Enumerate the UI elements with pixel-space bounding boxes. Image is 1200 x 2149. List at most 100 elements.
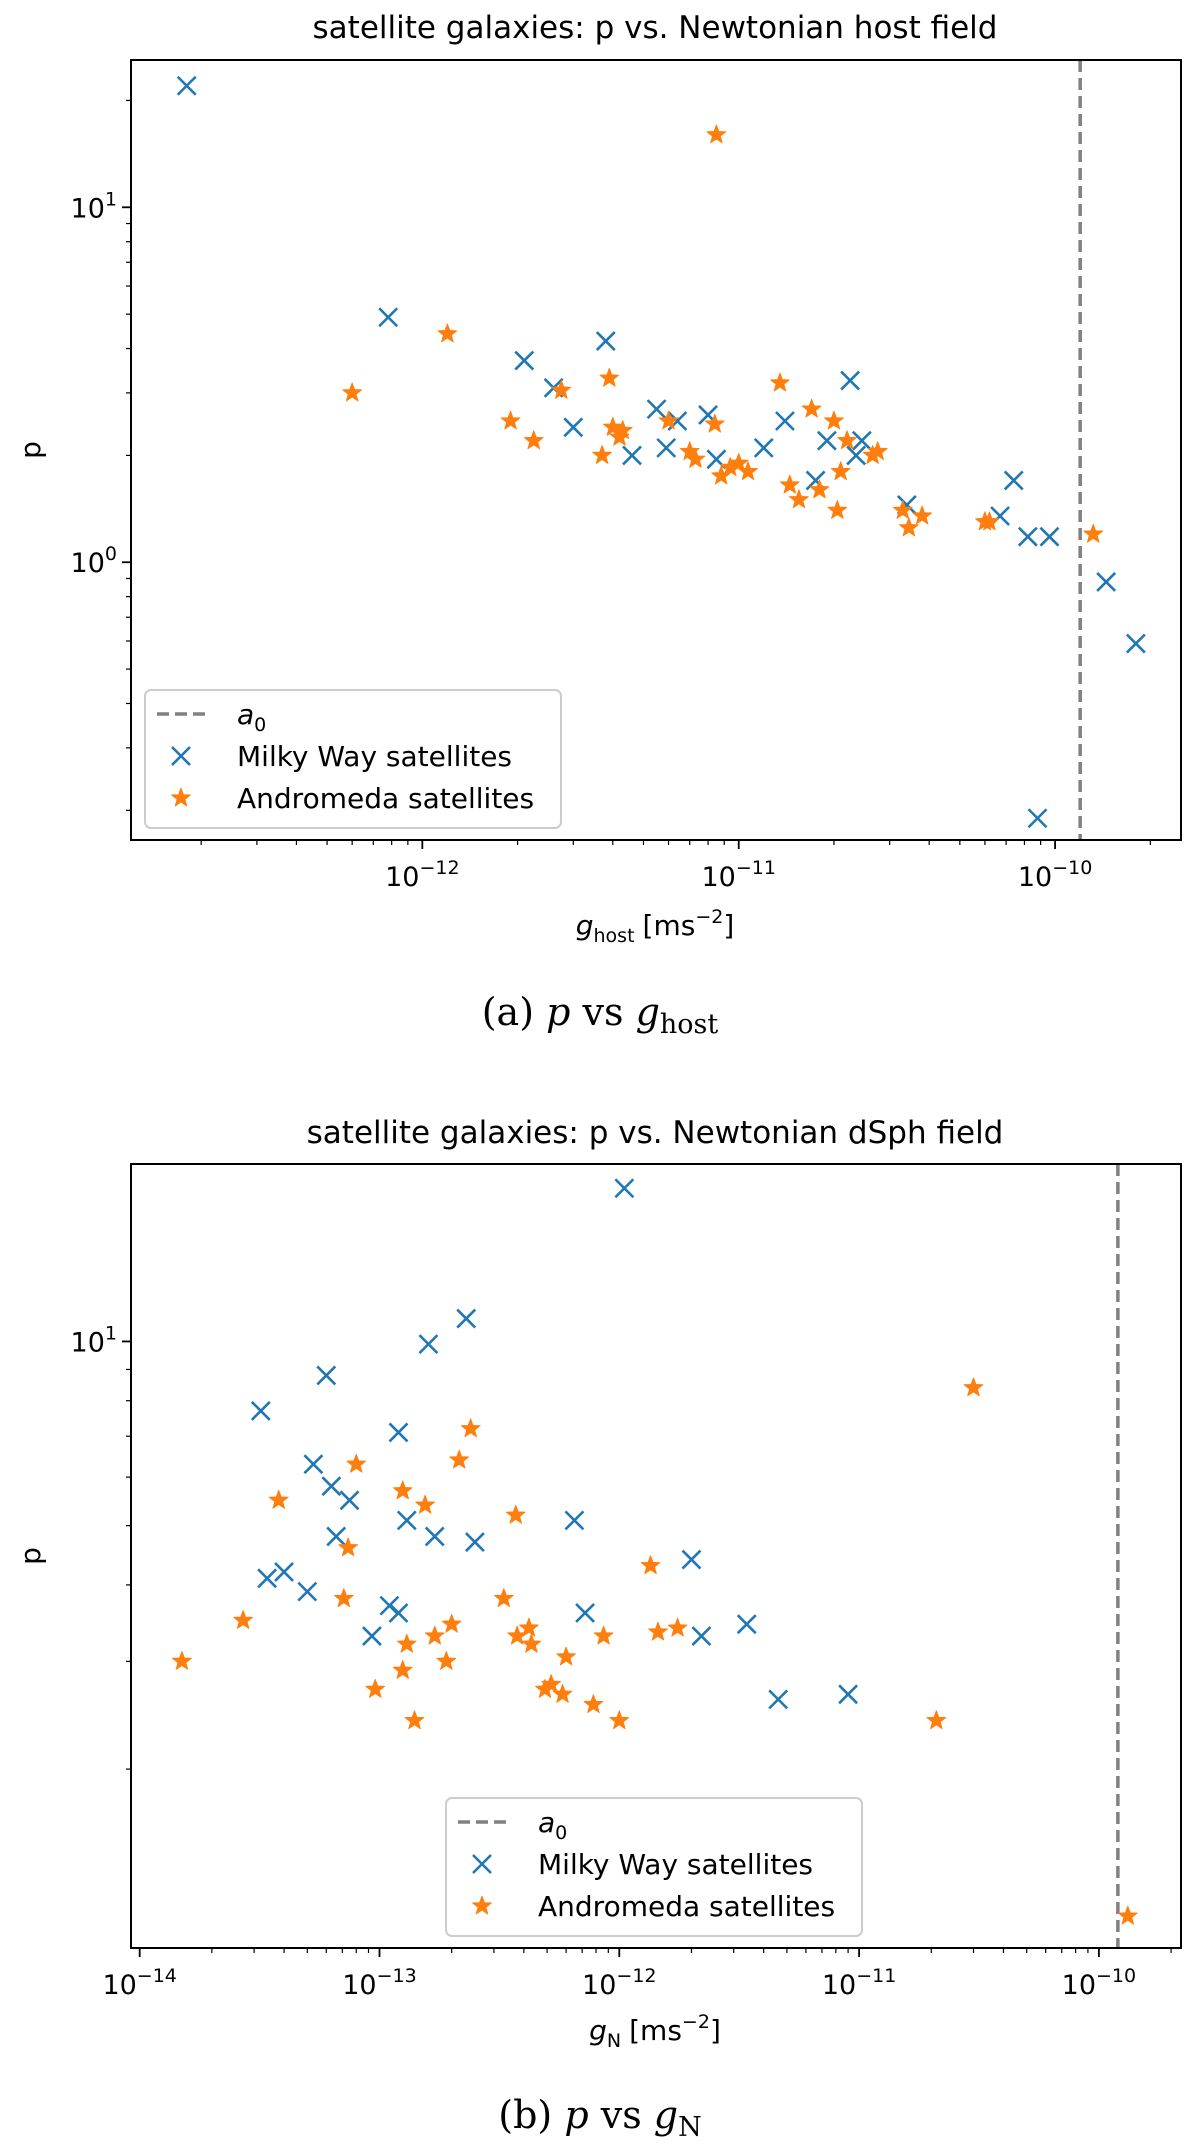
panel-b-mw-point [250, 1400, 271, 1421]
panel-a-an-point [685, 448, 706, 468]
panel-b-legend-a0: a0 [538, 1806, 567, 1844]
panel-b-an-point [436, 1650, 457, 1670]
panel-a-an-point [437, 323, 458, 343]
panel-a-mw-point [595, 331, 616, 351]
panel-b-mw-point [257, 1568, 278, 1589]
panel-b-mw-point [396, 1510, 417, 1531]
panel-b-caption-mid: vs [589, 2093, 654, 2137]
panel-a-an-point [979, 511, 1000, 531]
panel-b-caption: (b) p vs gN [498, 2093, 701, 2143]
panel-a-xlabel-base: g [576, 909, 594, 942]
panel-a-ylabel: p [14, 441, 47, 459]
panel-b-an-point [233, 1609, 254, 1629]
panel-a-xlabel: ghost [ms−2] [576, 906, 735, 947]
panel-a-xlabel-close: ] [723, 909, 734, 942]
panel-b-mw-point [575, 1602, 595, 1623]
panel-b-an-point [541, 1674, 562, 1693]
panel-b-xlabel-exp: −2 [682, 2011, 710, 2033]
panel-b-ylabel: p [14, 1547, 47, 1565]
panel-b-an-point [593, 1625, 614, 1645]
panel-a-caption-var: p [546, 990, 570, 1034]
panel-b-xlabel: gN [ms−2] [589, 2011, 721, 2052]
panel-a-xlabel-sub: host [594, 925, 635, 947]
panel-a-an-point [837, 430, 857, 450]
panel-a-an-point [779, 474, 800, 494]
panel-b-an-point [552, 1683, 573, 1703]
panel-b-an-point [519, 1617, 539, 1637]
panel-a-an-point [599, 367, 620, 387]
panel-a-mw-point [851, 430, 872, 451]
panel-b-mw-point [456, 1308, 477, 1329]
panel-b-mw-point [691, 1626, 712, 1646]
panel-b-an-point [556, 1646, 576, 1666]
panel-b: satellite galaxies: p vs. Newtonian dSph… [14, 1115, 1182, 2143]
panel-a-an-point [801, 398, 822, 418]
panel-a-mw-point [514, 350, 535, 371]
panel-b-an-point [172, 1650, 192, 1670]
panel-b-mw-point [274, 1562, 294, 1582]
panel-b-legend-a0-base: a [538, 1806, 555, 1839]
panel-a-an-point [551, 379, 572, 399]
panel-b-plot-area: 10−14 10−13 10−12 10−11 10−10 101 [71, 1164, 1172, 2001]
panel-b-mw-point [303, 1454, 324, 1475]
panel-a-legend-a0-base: a [237, 698, 254, 731]
panel-b-legend-a0-sub: 0 [555, 1822, 567, 1844]
panel-b-legend-box [445, 1797, 863, 1937]
panel-b-an-point [396, 1633, 417, 1653]
panel-b-an-point [338, 1537, 359, 1557]
panel-a-an-point [867, 441, 888, 461]
panel-a-mw-point [1017, 526, 1038, 547]
panel-b-x-tick-label: 10−12 [582, 1965, 656, 2001]
panel-b-mw-point [681, 1549, 702, 1570]
panel-a-an-point [523, 430, 544, 450]
panel-a-legend-box [144, 689, 562, 829]
panel-b-an-point [268, 1489, 289, 1509]
panel-a-mw-point [816, 430, 837, 451]
panel-a-caption-var2: g [636, 990, 660, 1034]
panel-a-mw-point [1096, 572, 1117, 592]
panel-b-an-point [365, 1678, 386, 1698]
panel-b-an-point [505, 1504, 526, 1524]
panel-a-legend-a0: a0 [237, 698, 266, 736]
panel-a-legend-mw: Milky Way satellites [237, 740, 512, 773]
panel-a-mw-point [378, 307, 399, 328]
panel-b-legend-mw-swatch [472, 1854, 492, 1874]
panel-b-an-point [449, 1449, 470, 1469]
panel-a-mw-point [753, 437, 774, 458]
panel-b-an-point [609, 1710, 630, 1730]
panel-a-y-tick-label: 100 [71, 543, 117, 579]
panel-b-mw-point [339, 1490, 360, 1511]
panel-b-mw-point [297, 1581, 318, 1602]
panel-a-legend-an-marker [171, 787, 191, 807]
panel-a-an-point [827, 499, 848, 519]
panel-b-legend-mw: Milky Way satellites [538, 1848, 813, 1881]
panel-a-legend-an-swatch [171, 787, 191, 807]
panel-b-legend-mw-marker [472, 1854, 492, 1874]
panel-a-an-point [602, 416, 623, 436]
panel-b-an-point [404, 1710, 425, 1730]
panel-b-mw-point [326, 1526, 347, 1547]
panel-b-caption-sub: N [678, 2112, 702, 2143]
panel-a-caption-sub: host [660, 1009, 719, 1040]
panel-a-mw-point [846, 445, 867, 466]
panel-a-mw-point [646, 399, 667, 420]
panel-a-mw-point [840, 370, 861, 391]
panel-a-x-tick-label: 10−10 [1018, 857, 1092, 893]
panel-b-an-point [521, 1633, 542, 1653]
panel-a-an-point [500, 410, 521, 430]
panel-a-mw-point [1125, 633, 1146, 654]
panel-a-an-point [1083, 523, 1104, 543]
panel-b-mw-point [388, 1602, 409, 1623]
panel-b-an-point [667, 1617, 688, 1637]
panel-a-an-point [592, 444, 613, 464]
panel-b-caption-var2: g [654, 2093, 678, 2137]
panel-b-an-point [333, 1588, 354, 1608]
panel-b-mw-point [768, 1689, 789, 1710]
panel-a: satellite galaxies: p vs. Newtonian host… [14, 10, 1182, 1040]
panel-b-an-point [415, 1494, 436, 1514]
panel-b-axes-frame [130, 1163, 1182, 1949]
panel-b-xlabel-base: g [589, 2014, 607, 2047]
panel-a-an-point [789, 489, 809, 509]
panel-a-an-point [704, 413, 725, 433]
panel-b-mw-point [321, 1476, 342, 1497]
